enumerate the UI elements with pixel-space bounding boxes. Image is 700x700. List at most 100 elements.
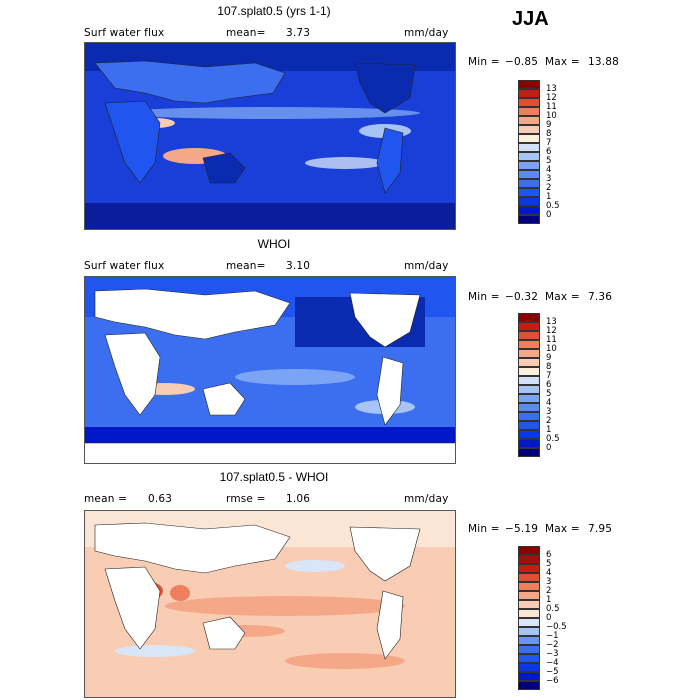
colorbar-segment [518,134,540,143]
colorbar-tick-label: 6 [546,550,552,560]
panel1-min-label: Min = [468,56,500,68]
colorbar-segment [518,430,540,439]
colorbar-tick-label: 13 [546,317,557,327]
colorbar-segment [518,546,540,555]
colorbar-segment [518,555,540,564]
colorbar-tick-label: 9 [546,120,552,130]
colorbar-tick-label: 3 [546,577,552,587]
panel1-max-label: Max = [545,56,580,68]
colorbar-segment [518,340,540,349]
colorbar-segment [518,170,540,179]
panel1-units: mm/day [404,27,449,39]
colorbar-segment [518,322,540,331]
colorbar-tick-label: 4 [546,568,552,578]
panel2-mean-value: 3.10 [286,260,311,272]
panel2-colorbar [518,313,540,457]
colorbar-tick-label: 12 [546,326,557,336]
colorbar-tick-label: 2 [546,183,552,193]
colorbar-tick-label: −0.5 [546,622,567,632]
colorbar-segment [518,573,540,582]
colorbar-tick-label: 5 [546,389,552,399]
colorbar-tick-label: 5 [546,559,552,569]
colorbar-tick-label: 9 [546,353,552,363]
panel3-map-svg [85,511,455,697]
colorbar-tick-label: −6 [546,676,559,686]
colorbar-tick-label: 5 [546,156,552,166]
colorbar-segment [518,627,540,636]
colorbar-segment [518,448,540,457]
colorbar-segment [518,564,540,573]
colorbar-segment [518,358,540,367]
colorbar-segment [518,439,540,448]
panel2-title: WHOI [257,237,291,251]
colorbar-tick-label: 3 [546,174,552,184]
panel3-units: mm/day [404,493,449,505]
panel2-mean-label: mean= [226,260,266,272]
panel3-rmse-value: 1.06 [286,493,311,505]
panel1-map [84,42,456,230]
colorbar-segment [518,582,540,591]
colorbar-segment [518,394,540,403]
panel3-title: 107.splat0.5 - WHOI [219,470,329,484]
panel1-map-svg [85,43,455,229]
colorbar-segment [518,367,540,376]
colorbar-tick-label: 0 [546,613,552,623]
colorbar-segment [518,152,540,161]
colorbar-tick-label: 0.5 [546,201,560,211]
colorbar-segment [518,89,540,98]
colorbar-tick-label: 11 [546,335,557,345]
panel1-mean-value: 3.73 [286,27,311,39]
panel2-max-value: 7.36 [588,291,613,303]
colorbar-segment [518,636,540,645]
colorbar-tick-label: 6 [546,380,552,390]
panel3-map [84,510,456,698]
colorbar-segment [518,663,540,672]
panel3-min-value: −5.19 [505,523,539,535]
colorbar-segment [518,349,540,358]
colorbar-segment [518,403,540,412]
colorbar-segment [518,161,540,170]
colorbar-segment [518,385,540,394]
panel2-map [84,276,456,464]
colorbar-segment [518,376,540,385]
panel1-title: 107.splat0.5 (yrs 1-1) [217,4,331,18]
panel3-colorbar [518,546,540,690]
colorbar-segment [518,179,540,188]
colorbar-tick-label: −3 [546,649,559,659]
panel2-min-label: Min = [468,291,500,303]
colorbar-tick-label: 1 [546,192,552,202]
colorbar-tick-label: 11 [546,102,557,112]
colorbar-tick-label: 2 [546,416,552,426]
colorbar-tick-label: 10 [546,344,557,354]
colorbar-tick-label: 1 [546,425,552,435]
colorbar-tick-label: 4 [546,398,552,408]
colorbar-segment [518,313,540,322]
colorbar-segment [518,98,540,107]
colorbar-tick-label: 8 [546,362,552,372]
colorbar-segment [518,143,540,152]
panel3-rmse-label: rmse = [226,493,266,505]
panel2-min-value: −0.32 [505,291,539,303]
colorbar-segment [518,591,540,600]
panel2-max-label: Max = [545,291,580,303]
colorbar-segment [518,206,540,215]
colorbar-tick-label: −4 [546,658,559,668]
panel3-min-label: Min = [468,523,500,535]
panel2-variable-label: Surf water flux [84,260,165,272]
colorbar-segment [518,188,540,197]
colorbar-tick-label: 10 [546,111,557,121]
panel1-min-value: −0.85 [505,56,539,68]
panel3-mean-value: 0.63 [148,493,173,505]
colorbar-segment [518,116,540,125]
colorbar-segment [518,80,540,89]
colorbar-tick-label: 12 [546,93,557,103]
colorbar-tick-label: −1 [546,631,559,641]
panel1-mean-label: mean= [226,27,266,39]
colorbar-segment [518,197,540,206]
panel3-max-label: Max = [545,523,580,535]
colorbar-segment [518,107,540,116]
colorbar-tick-label: 4 [546,165,552,175]
colorbar-tick-label: 2 [546,586,552,596]
colorbar-tick-label: 6 [546,147,552,157]
colorbar-segment [518,125,540,134]
